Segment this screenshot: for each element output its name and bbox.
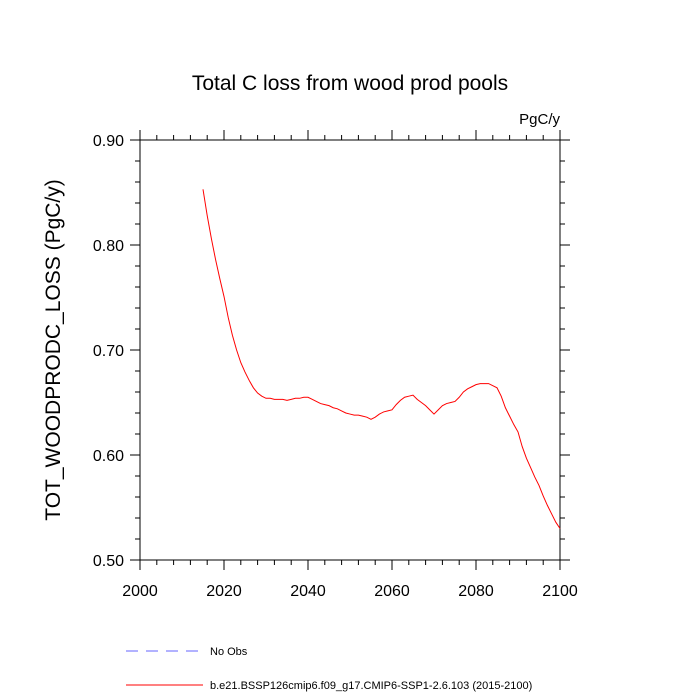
y-tick-label: 0.50 — [93, 553, 124, 570]
data-series — [202, 189, 561, 529]
y-tick-label: 0.80 — [93, 238, 124, 255]
series-line — [202, 189, 561, 529]
legend: No Obs b.e21.BSSP126cmip6.f09_g17.CMIP6-S… — [126, 646, 532, 692]
y-tick-label: 0.90 — [93, 133, 124, 150]
plot-frame — [139, 139, 561, 561]
x-tick-label: 2060 — [374, 583, 410, 600]
legend-label: b.e21.BSSP126cmip6.f09_g17.CMIP6-SSP1-2.… — [210, 680, 532, 692]
x-tick-label: 2040 — [290, 583, 326, 600]
x-tick-label: 2100 — [542, 583, 578, 600]
axis-ticks: 2000 2020 2040 2060 2080 2100 0.50 0.60 0.70 0.80… — [93, 130, 578, 600]
legend-label: No Obs — [210, 646, 248, 658]
y-tick-label: 0.60 — [93, 448, 124, 465]
x-tick-label: 2000 — [122, 583, 158, 600]
y-tick-label: 0.70 — [93, 343, 124, 360]
y-axis-label: TOT_WOODPRODC_LOSS (PgC/y) — [42, 179, 65, 521]
units-label: PgC/y — [519, 111, 560, 128]
x-tick-label: 2080 — [458, 583, 494, 600]
x-tick-label: 2020 — [206, 583, 242, 600]
chart-title: Total C loss from wood prod pools — [192, 72, 508, 95]
